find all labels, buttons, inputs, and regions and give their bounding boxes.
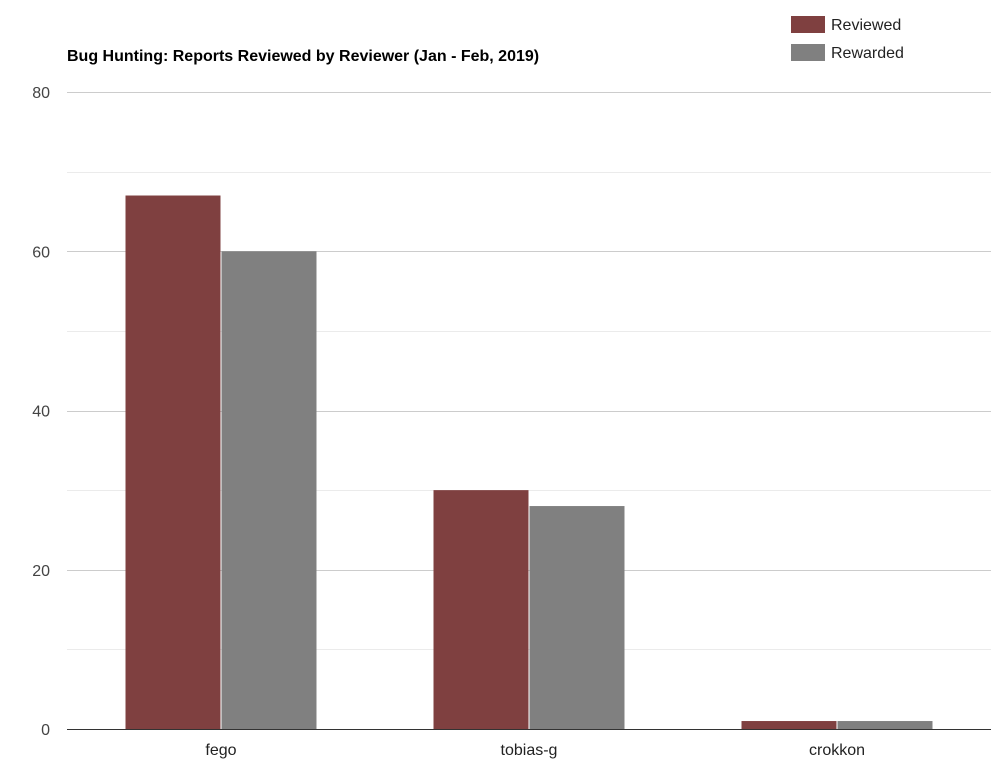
x-category-label: crokkon xyxy=(809,742,865,759)
legend-swatch-rewarded xyxy=(791,44,825,61)
x-category-label: tobias-g xyxy=(501,742,558,759)
y-tick-label: 40 xyxy=(32,404,50,421)
y-tick-label: 20 xyxy=(32,563,50,580)
y-axis-ticks: 0 20 40 60 80 xyxy=(32,85,50,739)
legend-label-rewarded: Rewarded xyxy=(831,45,904,62)
chart-title: Bug Hunting: Reports Reviewed by Reviewe… xyxy=(67,48,539,65)
bar-reviewed-crokkon xyxy=(741,721,837,729)
legend-swatch-reviewed xyxy=(791,16,825,33)
bar-reviewed-fego xyxy=(125,195,221,729)
x-axis-categories: fego tobias-g crokkon xyxy=(205,742,865,759)
bar-rewarded-crokkon xyxy=(837,721,933,729)
bar-rewarded-fego xyxy=(221,251,317,729)
y-tick-label: 0 xyxy=(41,722,50,739)
bars xyxy=(125,195,933,729)
gridlines xyxy=(67,92,991,650)
y-tick-label: 80 xyxy=(32,85,50,102)
x-category-label: fego xyxy=(205,742,236,759)
bar-rewarded-tobias-g xyxy=(529,506,625,729)
y-tick-label: 60 xyxy=(32,244,50,261)
legend-label-reviewed: Reviewed xyxy=(831,17,901,34)
bar-reviewed-tobias-g xyxy=(433,490,529,729)
legend: Reviewed Rewarded xyxy=(791,16,904,62)
